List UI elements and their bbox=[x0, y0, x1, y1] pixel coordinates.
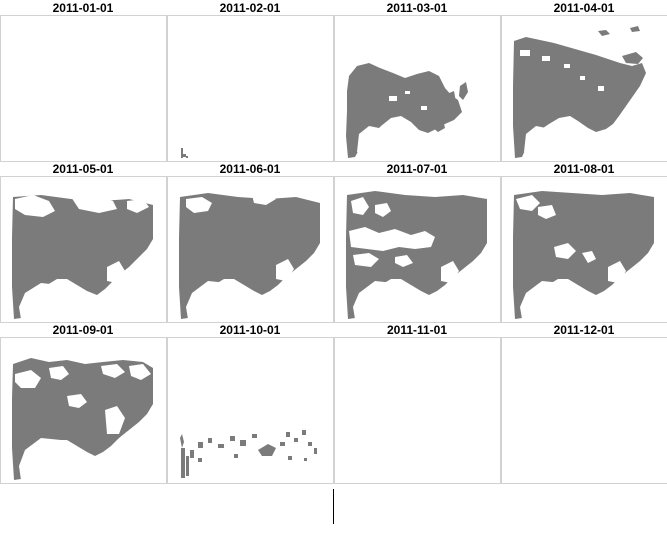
map-frame bbox=[501, 176, 667, 323]
map-frame bbox=[334, 337, 501, 484]
panel-title: 2011-12-01 bbox=[553, 323, 615, 337]
coverage-region bbox=[12, 358, 153, 480]
map-panel-2011-11: 2011-11-01 bbox=[334, 322, 501, 484]
panel-title: 2011-06-01 bbox=[219, 162, 281, 176]
map-2011-02 bbox=[181, 148, 188, 158]
map-panel-2011-08: 2011-08-01 bbox=[501, 161, 667, 323]
map-frame bbox=[0, 176, 167, 323]
gap-region bbox=[15, 364, 151, 480]
map-2011-09 bbox=[12, 358, 153, 480]
map-panel-2011-02: 2011-02-01 bbox=[167, 0, 334, 162]
map-2011-11 bbox=[335, 338, 500, 483]
map-frame bbox=[334, 176, 501, 323]
gap-region bbox=[516, 195, 652, 319]
map-panel-2011-06: 2011-06-01 bbox=[167, 161, 334, 323]
panel-title: 2011-09-01 bbox=[52, 323, 114, 337]
coverage-region bbox=[181, 148, 188, 158]
map-panel-2011-01: 2011-01-01 bbox=[0, 0, 167, 162]
gap-region bbox=[349, 197, 485, 319]
coverage-region bbox=[346, 191, 487, 319]
coverage-region bbox=[346, 63, 468, 158]
map-frame bbox=[167, 15, 334, 162]
map-panel-2011-07: 2011-07-01 bbox=[334, 161, 501, 323]
gap-region bbox=[520, 50, 652, 156]
map-2011-12 bbox=[502, 338, 667, 483]
map-2011-10 bbox=[180, 430, 317, 478]
map-2011-07 bbox=[346, 191, 487, 319]
coverage-region bbox=[180, 430, 317, 478]
map-2011-04 bbox=[513, 26, 652, 158]
map-frame bbox=[501, 337, 667, 484]
gap-region bbox=[357, 91, 427, 156]
panel-title: 2011-05-01 bbox=[52, 162, 114, 176]
panel-title: 2011-04-01 bbox=[553, 1, 615, 15]
gap-region bbox=[186, 193, 318, 319]
map-frame bbox=[167, 337, 334, 484]
map-2011-06 bbox=[179, 193, 320, 319]
map-panel-2011-12: 2011-12-01 bbox=[501, 322, 667, 484]
map-panel-2011-05: 2011-05-01 bbox=[0, 161, 167, 323]
gap-region bbox=[15, 195, 151, 319]
map-frame bbox=[0, 337, 167, 484]
coverage-region bbox=[12, 195, 153, 319]
map-2011-01 bbox=[1, 16, 166, 161]
panel-title: 2011-02-01 bbox=[219, 1, 281, 15]
map-frame bbox=[0, 15, 167, 162]
map-frame bbox=[334, 15, 501, 162]
map-2011-05 bbox=[12, 195, 153, 319]
panel-title: 2011-03-01 bbox=[386, 1, 448, 15]
panel-title: 2011-01-01 bbox=[52, 1, 114, 15]
panel-title: 2011-10-01 bbox=[219, 323, 281, 337]
panel-title: 2011-11-01 bbox=[386, 323, 448, 337]
legend-tick bbox=[333, 489, 334, 524]
map-panel-2011-10: 2011-10-01 bbox=[167, 322, 334, 484]
map-2011-03 bbox=[346, 63, 468, 158]
facet-map-grid: 2011-01-01 2011-02-01 2011-03-01 bbox=[0, 0, 667, 484]
coverage-region bbox=[179, 193, 320, 319]
map-2011-08 bbox=[513, 191, 654, 319]
panel-title: 2011-07-01 bbox=[386, 162, 448, 176]
map-panel-2011-04: 2011-04-01 bbox=[501, 0, 667, 162]
map-frame bbox=[167, 176, 334, 323]
map-panel-2011-03: 2011-03-01 bbox=[334, 0, 501, 162]
coverage-region bbox=[513, 26, 646, 158]
panel-title: 2011-08-01 bbox=[553, 162, 615, 176]
map-frame bbox=[501, 15, 667, 162]
map-panel-2011-09: 2011-09-01 bbox=[0, 322, 167, 484]
